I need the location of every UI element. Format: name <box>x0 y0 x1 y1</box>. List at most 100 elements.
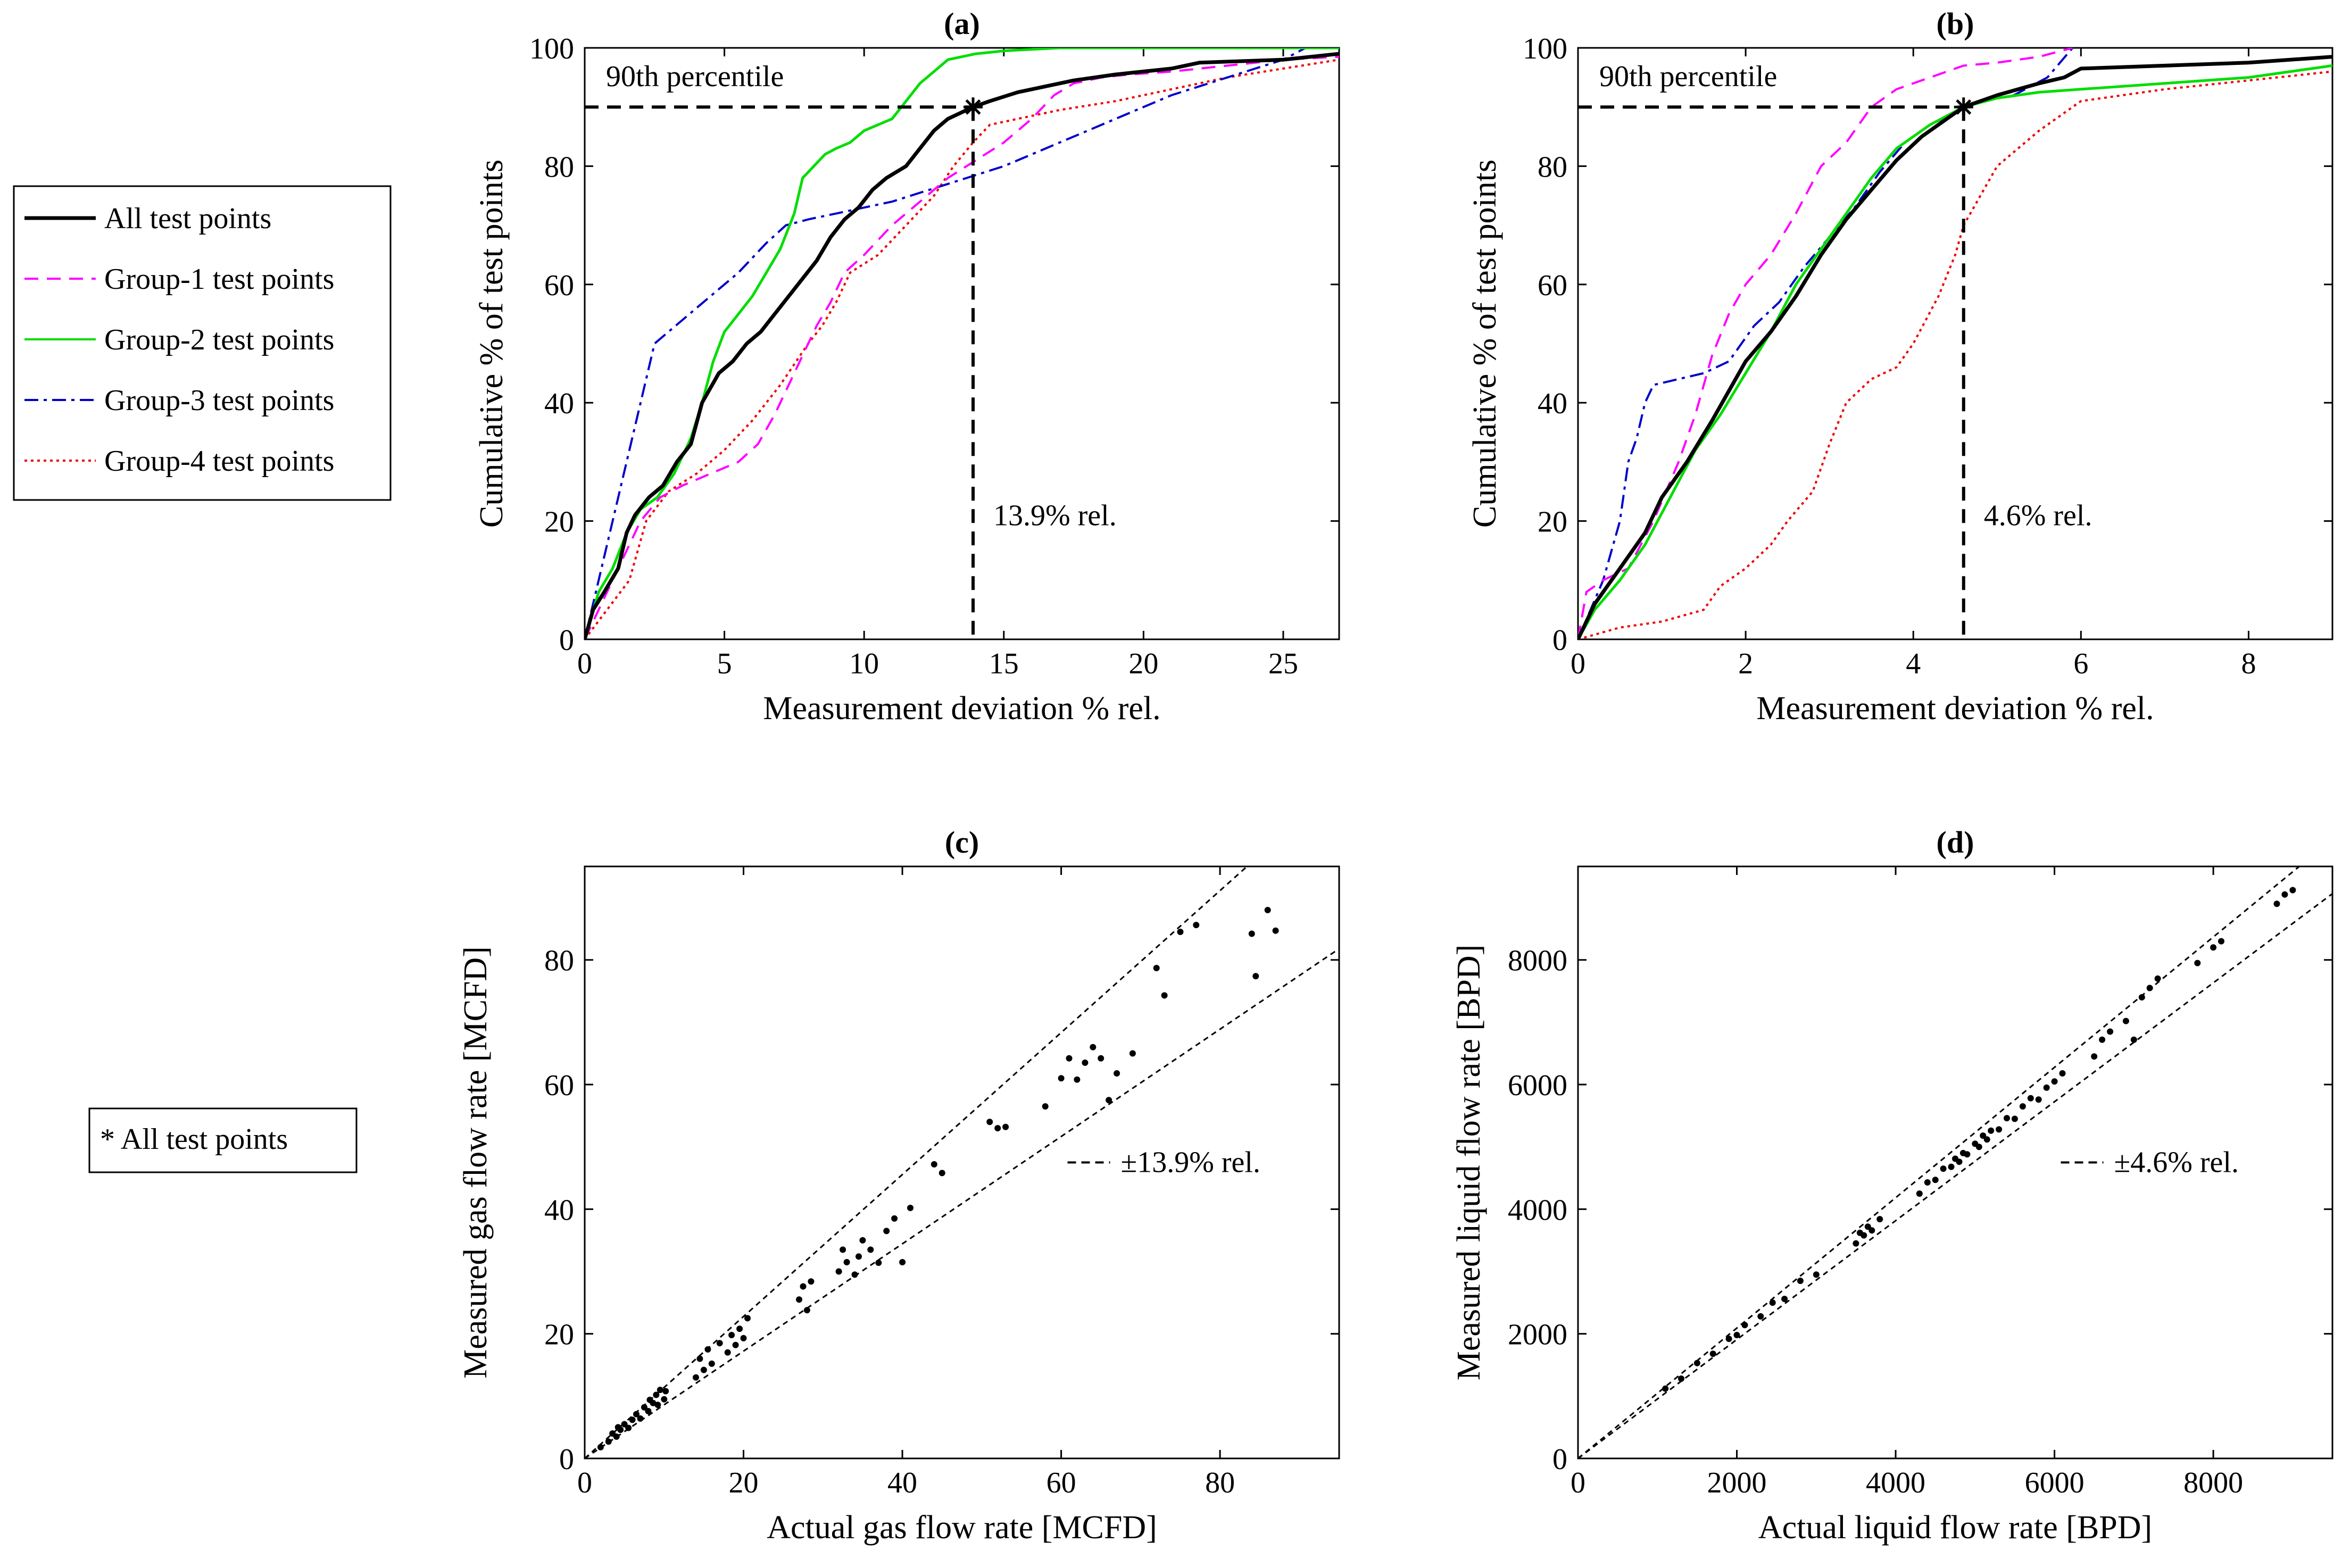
point-d-36 <box>2027 1095 2034 1102</box>
point-d-3 <box>1709 1350 1716 1357</box>
point-c-1 <box>605 1438 612 1445</box>
band-upper-c <box>585 866 1249 1458</box>
y-tick-label-c-0: 0 <box>559 1443 574 1476</box>
point-c-40 <box>856 1253 862 1260</box>
point-c-51 <box>994 1125 1001 1132</box>
y-tick-label-c-2: 40 <box>544 1194 574 1227</box>
x-tick-label-a-2: 10 <box>849 647 879 680</box>
point-d-9 <box>1781 1296 1788 1303</box>
point-d-19 <box>1924 1179 1931 1186</box>
percentile-marker-a <box>964 97 983 117</box>
band-lower-d <box>1578 893 2332 1458</box>
x-tick-label-b-0: 0 <box>1571 647 1585 680</box>
y-tick-label-d-2: 4000 <box>1508 1194 1567 1227</box>
series-line-a-2 <box>585 55 1339 639</box>
x-tick-label-a-4: 20 <box>1128 647 1158 680</box>
x-tick-label-c-1: 20 <box>729 1466 759 1499</box>
marker-legend: * All test points <box>88 1107 358 1173</box>
y-tick-label-c-3: 60 <box>544 1069 574 1102</box>
point-d-53 <box>2281 891 2288 898</box>
y-tick-label-b-2: 40 <box>1538 387 1567 420</box>
legend-label-4: Group-3 test points <box>104 384 334 417</box>
y-tick-label-c-4: 80 <box>544 945 574 978</box>
point-c-5 <box>617 1427 624 1433</box>
point-d-46 <box>2138 994 2145 1000</box>
point-c-33 <box>800 1283 807 1290</box>
y-tick-label-b-0: 0 <box>1552 624 1567 657</box>
point-c-11 <box>641 1404 647 1411</box>
x-tick-label-c-4: 80 <box>1205 1466 1235 1499</box>
band-legend-label-d: ±4.6% rel. <box>2114 1146 2239 1179</box>
point-d-18 <box>1916 1190 1923 1197</box>
point-d-2 <box>1693 1360 1700 1366</box>
point-c-48 <box>931 1161 937 1167</box>
point-c-15 <box>653 1391 660 1398</box>
y-tick-label-c-1: 20 <box>544 1319 574 1352</box>
y-tick-label-a-5: 100 <box>529 32 574 65</box>
percentile-label-a: 90th percentile <box>606 60 784 93</box>
y-tick-label-a-3: 60 <box>544 269 574 302</box>
point-c-41 <box>859 1237 866 1244</box>
point-c-22 <box>700 1366 707 1373</box>
legend-label-1: All test points <box>104 202 271 235</box>
point-c-52 <box>1002 1123 1009 1130</box>
y-tick-label-d-0: 0 <box>1552 1443 1567 1476</box>
point-c-54 <box>1058 1075 1065 1082</box>
point-d-12 <box>1853 1240 1859 1247</box>
panel-title-a: (a) <box>944 6 980 41</box>
point-c-28 <box>732 1341 739 1348</box>
y-axis-label-d: Measured liquid flow rate [BPD] <box>1451 945 1487 1381</box>
x-tick-label-d-3: 6000 <box>2025 1466 2084 1499</box>
point-c-69 <box>1264 907 1271 913</box>
panel-d: 0 2000 4000 6000 8000 0 2000 4000 6000 8000 (d) Act… <box>1451 825 2333 1546</box>
point-c-58 <box>1090 1044 1097 1050</box>
point-c-45 <box>891 1215 898 1222</box>
x-tick-label-d-1: 2000 <box>1707 1466 1767 1499</box>
x-tick-label-a-0: 0 <box>577 647 592 680</box>
point-d-48 <box>2154 975 2161 982</box>
point-c-47 <box>907 1205 913 1211</box>
point-d-5 <box>1733 1332 1740 1338</box>
point-c-65 <box>1177 929 1184 935</box>
point-c-29 <box>736 1325 743 1332</box>
point-c-17 <box>657 1387 663 1394</box>
point-d-50 <box>2210 944 2217 951</box>
point-c-0 <box>597 1444 604 1450</box>
point-d-54 <box>2289 887 2296 894</box>
point-c-35 <box>808 1278 815 1285</box>
x-tick-label-c-3: 60 <box>1047 1466 1076 1499</box>
point-d-33 <box>2004 1115 2010 1122</box>
point-d-11 <box>1813 1271 1820 1278</box>
series-group-b <box>1578 48 2332 639</box>
points-d <box>1662 887 2296 1392</box>
y-tick-label-a-0: 0 <box>559 624 574 657</box>
legend-box <box>13 185 392 501</box>
y-tick-label-a-4: 80 <box>544 151 574 184</box>
deviation-label-b: 4.6% rel. <box>1984 499 2092 532</box>
point-d-21 <box>1940 1165 1947 1172</box>
point-d-52 <box>2273 900 2280 907</box>
y-tick-label-b-3: 60 <box>1538 269 1567 302</box>
point-c-7 <box>625 1424 632 1431</box>
series-line-b-1 <box>1578 55 2332 639</box>
series-line-b-5 <box>1578 70 2332 639</box>
point-c-18 <box>661 1396 668 1403</box>
point-d-26 <box>1964 1151 1971 1158</box>
x-tick-label-b-3: 6 <box>2073 647 2088 680</box>
y-tick-label-b-4: 80 <box>1538 151 1567 184</box>
point-d-42 <box>2099 1036 2106 1043</box>
series-line-a-4 <box>585 48 1339 639</box>
point-d-32 <box>1996 1126 2003 1133</box>
y-tick-label-a-1: 20 <box>544 506 574 539</box>
panel-a: 0 5 10 15 20 25 0 20 40 60 80 100 (a) Measurement dev… <box>474 6 1340 727</box>
y-axis-label-a: Cumulative % of test points <box>474 160 510 528</box>
y-tick-label-a-2: 40 <box>544 387 574 420</box>
plot-area-a <box>584 47 1340 640</box>
point-c-66 <box>1193 922 1200 929</box>
point-c-50 <box>986 1119 993 1125</box>
point-c-19 <box>662 1388 669 1395</box>
legend-label-5: Group-4 test points <box>104 445 334 478</box>
y-tick-label-d-3: 6000 <box>1508 1069 1567 1102</box>
point-c-16 <box>654 1402 661 1408</box>
x-tick-label-b-4: 8 <box>2241 647 2256 680</box>
